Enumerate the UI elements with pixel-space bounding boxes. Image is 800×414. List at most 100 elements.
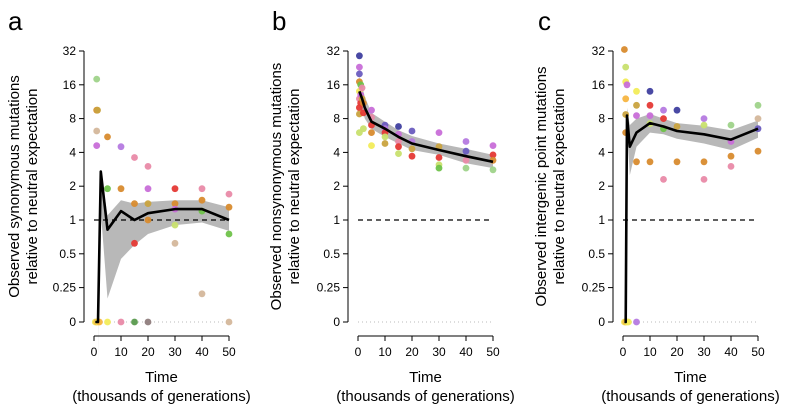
y-tick-label: 2	[69, 179, 76, 193]
data-point	[435, 129, 443, 137]
panel-a: a 0 0.25 0.5 1 2 4 8 16 32 0 10 20 30 40 50 Time (thousan…	[6, 6, 251, 405]
data-point	[93, 127, 101, 135]
mean-line	[624, 114, 759, 324]
data-point	[381, 133, 389, 141]
x-tick-label: 30	[697, 345, 711, 359]
data-point	[198, 196, 206, 204]
data-point	[489, 151, 497, 159]
data-point	[225, 190, 233, 198]
x-axis-title: Time	[145, 369, 178, 386]
y-axis-title: Observed synonymous mutations	[6, 75, 23, 298]
x-tick-label: 10	[114, 345, 128, 359]
data-point	[633, 87, 640, 95]
panel-letter: c	[538, 6, 551, 36]
data-point	[754, 115, 762, 122]
confidence-band	[98, 169, 229, 367]
data-point	[395, 150, 402, 158]
data-point	[104, 133, 111, 141]
y-tick-label: 4	[69, 145, 76, 159]
x-axis-subtitle: (thousands of generations)	[72, 388, 250, 405]
data-point	[623, 81, 631, 89]
data-point	[360, 125, 367, 133]
data-point	[673, 123, 681, 130]
data-point	[117, 318, 125, 326]
data-point	[660, 176, 667, 183]
x-axis-title: Time	[409, 369, 442, 386]
y-tick-label: 0.25	[582, 281, 606, 295]
data-point	[462, 164, 470, 172]
data-point	[435, 164, 443, 172]
x-tick-label: 50	[751, 345, 765, 359]
data-point	[646, 87, 654, 95]
x-axis-subtitle: (thousands of generations)	[336, 388, 514, 405]
data-point	[395, 138, 402, 145]
confidence-band	[359, 76, 493, 169]
x-tick-label: 30	[432, 345, 446, 359]
data-point	[489, 166, 497, 174]
x-axis-subtitle: (thousands of generations)	[601, 388, 779, 405]
y-tick-label: 1	[69, 213, 76, 227]
data-point	[408, 127, 416, 135]
data-point	[633, 318, 640, 326]
data-point	[660, 115, 667, 122]
data-point	[673, 158, 681, 166]
data-point	[660, 106, 667, 114]
data-point	[700, 115, 708, 122]
data-point	[144, 200, 152, 208]
data-point	[489, 142, 497, 150]
mean-line	[358, 90, 494, 164]
y-tick-label: 0.5	[323, 247, 340, 261]
data-point	[673, 106, 681, 114]
data-point	[131, 239, 138, 247]
panel-letter: b	[272, 6, 286, 36]
y-tick-label: 4	[598, 145, 605, 159]
y-tick-label: 8	[69, 112, 76, 126]
data-point	[395, 143, 402, 151]
data-point	[144, 216, 152, 224]
data-point	[131, 154, 138, 161]
y-tick-label: 2	[333, 179, 340, 193]
panel-c: c 0 0.25 0.5 1 2 4 8 16 32 0 10 20 30 40 50 Time (thousan…	[533, 6, 780, 405]
data-point	[700, 158, 708, 166]
data-point	[381, 140, 389, 147]
data-point	[93, 142, 101, 150]
data-point	[700, 176, 708, 183]
y-tick-label: 16	[327, 78, 341, 92]
data-point	[171, 221, 179, 229]
confidence-band	[627, 107, 758, 176]
data-point	[198, 185, 206, 193]
data-point	[358, 84, 366, 92]
data-point	[356, 70, 363, 78]
x-tick-label: 20	[405, 345, 419, 359]
panel-b: b 0 0.25 0.5 1 2 4 8 16 32 0 10 20 30 40 50 Time (thousan…	[268, 6, 515, 405]
y-tick-label: 1	[333, 213, 340, 227]
data-point	[104, 185, 111, 193]
y-tick-label: 0.25	[317, 281, 341, 295]
data-point	[622, 95, 630, 103]
x-tick-label: 10	[643, 345, 657, 359]
data-point	[646, 101, 654, 109]
data-point	[754, 101, 762, 109]
y-tick-label: 0.5	[59, 247, 76, 261]
data-point	[646, 158, 654, 166]
y-tick-label: 1	[598, 213, 605, 227]
y-axis-title: Observed nonsynonymous mutations	[268, 63, 285, 311]
y-tick-label: 32	[63, 44, 77, 58]
data-point	[93, 75, 101, 83]
y-tick-label: 16	[63, 78, 77, 92]
y-tick-label: 0	[69, 315, 76, 329]
data-point	[633, 112, 640, 119]
data-point	[225, 318, 233, 326]
data-point	[225, 230, 233, 238]
data-point	[171, 239, 179, 247]
data-point	[171, 200, 179, 208]
data-point	[368, 142, 375, 150]
data-point	[727, 152, 735, 160]
data-point	[94, 106, 101, 114]
y-tick-label: 16	[592, 78, 606, 92]
x-axis-title: Time	[674, 369, 707, 386]
data-point	[646, 112, 654, 119]
x-tick-label: 40	[459, 345, 473, 359]
y-tick-label: 0.5	[588, 247, 605, 261]
data-point	[462, 138, 470, 145]
